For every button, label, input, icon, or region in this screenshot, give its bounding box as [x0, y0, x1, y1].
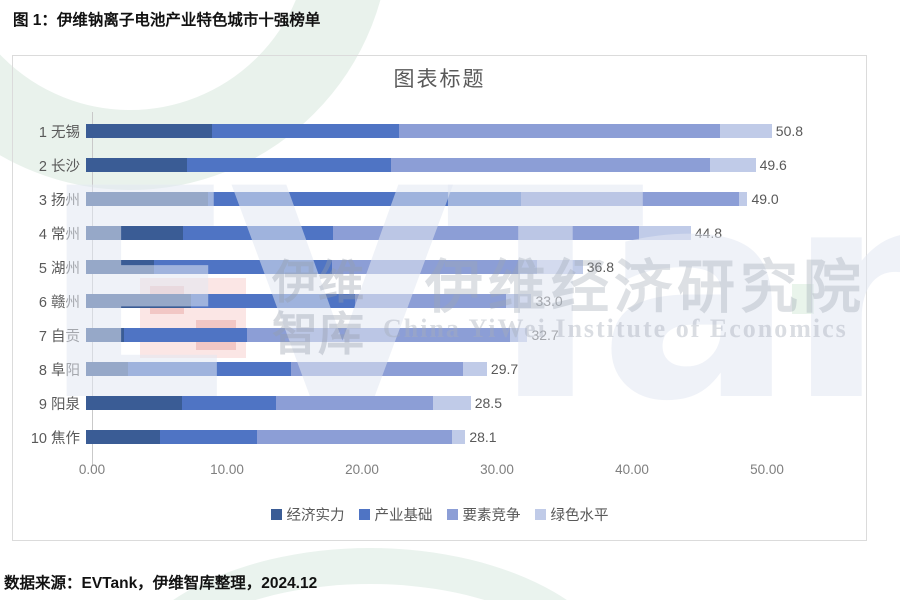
- bar-row: 9 阳泉 28.5: [13, 386, 866, 420]
- bar-segment: [462, 362, 487, 376]
- bar-segment: [86, 226, 184, 240]
- bar-segment: [354, 294, 506, 308]
- x-axis-tick-label: 10.00: [210, 462, 244, 477]
- value-label: 36.8: [586, 259, 615, 275]
- bar-segment: [86, 192, 208, 206]
- value-label: 28.1: [469, 429, 497, 445]
- legend-label: 要素竞争: [462, 508, 521, 524]
- x-axis-tick-label: 0.00: [78, 462, 106, 477]
- bar-segment: [291, 362, 463, 376]
- bar-segment: [505, 294, 532, 308]
- value-label: 28.5: [474, 395, 502, 411]
- category-label: 6 赣州: [38, 294, 80, 311]
- bar-row: 6 赣州 33.0: [13, 284, 866, 318]
- category-label: 3 扬州: [38, 192, 80, 209]
- bar-segment: [153, 260, 332, 274]
- legend-item: 绿色水平: [534, 504, 609, 525]
- bar-segment: [639, 226, 691, 240]
- bar-segment: [191, 294, 355, 308]
- value-label: 33.0: [535, 293, 563, 309]
- bar-segment: [207, 192, 521, 206]
- bar-row: 4 常州 44.8: [13, 216, 866, 250]
- category-label: 5 湖州: [38, 260, 80, 277]
- value-label: 49.6: [759, 157, 787, 173]
- category-label: 7 自贡: [38, 328, 80, 345]
- chart-title: 图表标题: [393, 68, 486, 91]
- value-label: 50.8: [775, 123, 804, 139]
- bar-row: 7 自贡 32.7: [13, 318, 866, 352]
- value-label: 44.8: [694, 225, 723, 241]
- x-axis-tick-label: 40.00: [615, 462, 649, 477]
- y-axis-line: [92, 112, 93, 466]
- bar-segment: [257, 430, 452, 444]
- bar-segment: [187, 158, 392, 172]
- x-axis-tick-label: 20.00: [345, 462, 379, 477]
- bar-segment: [181, 396, 277, 410]
- bar-segment: [183, 226, 334, 240]
- plot-area: 1 无锡 50.8 2 长沙 49.6 3 扬州 49.0 4 常州 44.8 5 湖州 36.8…: [13, 56, 866, 540]
- bar-segment: [86, 260, 154, 274]
- category-label: 2 长沙: [38, 158, 80, 175]
- bar-segment: [86, 328, 124, 342]
- legend-label: 产业基础: [374, 508, 433, 524]
- bar-segment: [432, 396, 471, 410]
- legend: 经济实力 产业基础 要素竞争 绿色水平: [13, 504, 866, 525]
- category-label: 1 无锡: [38, 124, 80, 141]
- legend-swatch: [446, 509, 458, 520]
- bar-segment: [86, 362, 128, 376]
- bar-row: 1 无锡 50.8: [13, 114, 866, 148]
- bar-segment: [509, 328, 528, 342]
- bar-segment: [331, 260, 537, 274]
- category-label: 8 阜阳: [38, 362, 80, 379]
- bar-segment: [86, 294, 192, 308]
- category-label: 4 常州: [38, 226, 80, 243]
- value-label: 29.7: [490, 361, 519, 377]
- bar-segment: [160, 430, 258, 444]
- legend-swatch: [358, 509, 370, 520]
- bar-segment: [520, 192, 740, 206]
- bar-segment: [451, 430, 466, 444]
- bar-row: 3 扬州 49.0: [13, 182, 866, 216]
- legend-item: 经济实力: [270, 504, 345, 525]
- legend-item: 要素竞争: [446, 504, 521, 525]
- bar-segment: [86, 396, 182, 410]
- bar-segment: [211, 124, 400, 138]
- chart-frame: 图表标题 1 无锡 50.8 2 长沙 49.6 3 扬州 49.0 4 常州 44.8 5 湖…: [12, 55, 867, 541]
- bar-row: 2 长沙 49.6: [13, 148, 866, 182]
- bar-segment: [709, 158, 756, 172]
- value-label: 49.0: [751, 191, 779, 207]
- bar-row: 10 焦作 28.1: [13, 420, 866, 454]
- bar-segment: [333, 226, 640, 240]
- legend-swatch: [270, 509, 282, 520]
- bar-segment: [123, 328, 247, 342]
- legend-swatch: [534, 509, 546, 520]
- x-axis-tick-label: 30.00: [480, 462, 514, 477]
- category-label: 9 阳泉: [38, 396, 80, 413]
- bar-segment: [536, 260, 583, 274]
- bar-segment: [246, 328, 510, 342]
- bar-row: 8 阜阳 29.7: [13, 352, 866, 386]
- legend-label: 经济实力: [286, 508, 345, 524]
- bar-segment: [399, 124, 721, 138]
- legend-label: 绿色水平: [550, 508, 609, 524]
- bar-segment: [739, 192, 748, 206]
- bar-segment: [391, 158, 710, 172]
- value-label: 32.7: [531, 327, 559, 343]
- legend-item: 产业基础: [358, 504, 433, 525]
- bar-segment: [127, 362, 292, 376]
- data-source: 数据来源：EVTank，伊维智库整理，2024.12: [4, 575, 318, 592]
- bar-segment: [86, 158, 188, 172]
- bar-segment: [86, 430, 161, 444]
- bar-row: 5 湖州 36.8: [13, 250, 866, 284]
- bar-segment: [86, 124, 212, 138]
- figure-caption: 图 1：伊维钠离子电池产业特色城市十强榜单: [13, 12, 321, 29]
- bar-segment: [276, 396, 433, 410]
- bar-segment: [720, 124, 772, 138]
- x-axis-tick-label: 50.00: [750, 462, 784, 477]
- category-label: 10 焦作: [30, 430, 80, 447]
